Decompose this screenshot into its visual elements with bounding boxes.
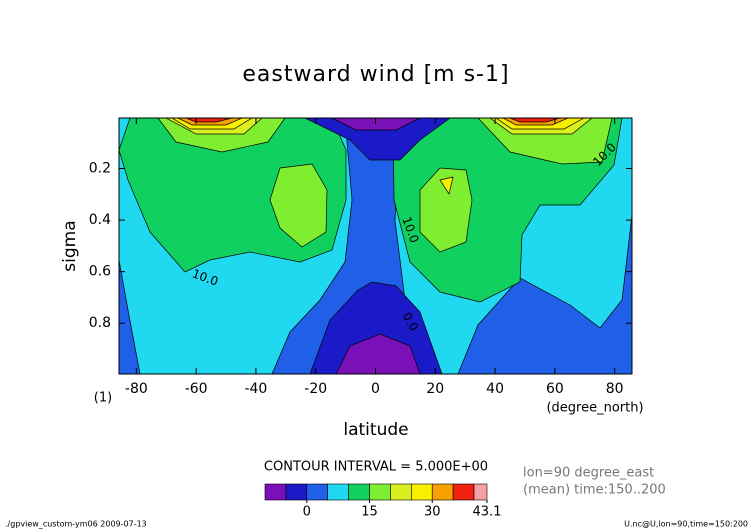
x-tick-label: -80 (125, 381, 148, 397)
colorbar-tick-label: 43.1 (473, 505, 502, 520)
colorbar-box (285, 483, 308, 501)
contour-region (335, 333, 421, 374)
contour-region (419, 167, 473, 253)
contour-field (119, 118, 632, 374)
colorbar-box (411, 483, 433, 501)
x-axis-label: latitude (343, 420, 408, 440)
x-tick-label: 20 (426, 381, 444, 397)
contour-region (269, 163, 328, 248)
x-tick-label: 40 (486, 381, 504, 397)
colorbar-box (473, 483, 488, 501)
footer-right: U.nc@U,lon=90,time=150:200 (624, 520, 748, 529)
x-tick-label: 60 (546, 381, 564, 397)
x-tick-label: 0 (371, 381, 380, 397)
colorbar-tick-label: 0 (303, 505, 311, 520)
x-tick-label: -40 (244, 381, 267, 397)
contour-region (185, 118, 233, 123)
colorbar-title: CONTOUR INTERVAL = 5.000E+00 (264, 460, 488, 475)
info-line: (mean) time:150..200 (523, 483, 666, 498)
colorbar-tick-label: 15 (361, 505, 378, 520)
x-tick-label: 80 (606, 381, 624, 397)
colorbar-box (348, 483, 370, 501)
contour-region (439, 176, 454, 195)
y-axis-units: (1) (94, 391, 112, 406)
colorbar-box (369, 483, 391, 501)
x-tick-label: -20 (304, 381, 327, 397)
x-axis-units: (degree_north) (546, 401, 643, 416)
y-tick-label: 0.6 (89, 264, 111, 280)
contour-region (304, 118, 451, 161)
colorbar-box (390, 483, 412, 501)
colorbar-box (264, 483, 287, 501)
x-tick-label: -60 (185, 381, 208, 397)
y-tick-label: 0.8 (89, 315, 111, 331)
colorbar-box (431, 483, 454, 501)
y-axis-label: sigma (60, 220, 80, 271)
y-tick-label: 0.4 (89, 212, 111, 228)
colorbar-box (327, 483, 349, 501)
y-tick-label: 0.2 (89, 161, 111, 177)
colorbar-box (306, 483, 329, 501)
contour-region (509, 118, 561, 123)
footer-left: ./gpview_custom-ym06 2009-07-13 (5, 520, 147, 529)
chart-title: eastward wind [m s-1] (242, 62, 509, 87)
colorbar-tick-label: 30 (424, 505, 441, 520)
info-line: lon=90 degree_east (523, 466, 654, 481)
colorbar-box (452, 483, 475, 501)
